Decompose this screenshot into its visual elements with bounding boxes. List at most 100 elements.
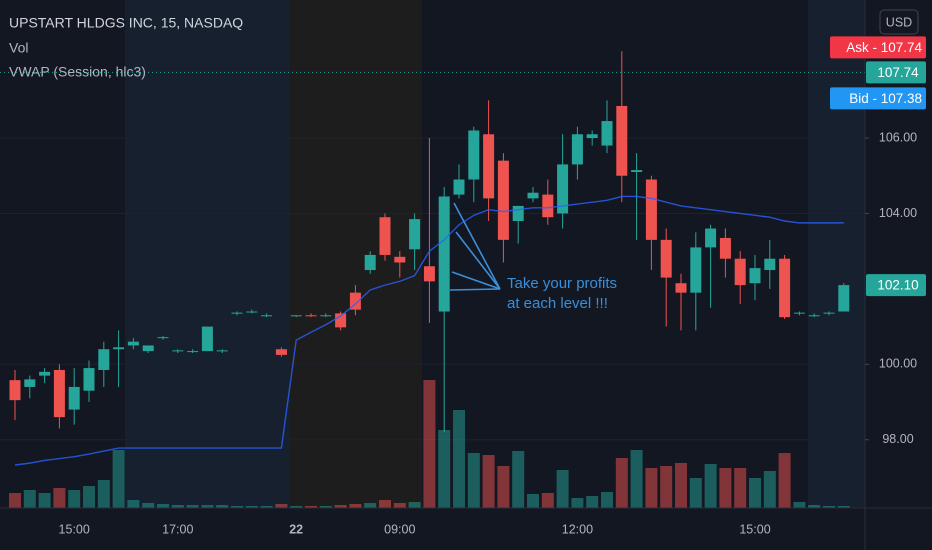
volume-bar <box>689 478 702 508</box>
candle-body <box>113 347 125 350</box>
candle-body <box>542 194 554 218</box>
post-market-zone <box>125 0 290 508</box>
candle-body <box>53 369 65 418</box>
candle-body <box>379 217 391 255</box>
candle-body <box>394 256 406 263</box>
volume-bar <box>349 504 362 508</box>
x-tick-label: 15:00 <box>59 522 90 536</box>
volume-bar <box>453 410 465 508</box>
annotation: at each level !!! <box>507 295 608 312</box>
currency-box[interactable] <box>879 9 919 35</box>
candle-body <box>690 247 702 293</box>
volume-bar <box>556 470 569 508</box>
volume-bar <box>186 505 199 508</box>
volume-bar <box>112 450 125 508</box>
candle-body <box>349 292 361 310</box>
volume-bar <box>734 468 747 508</box>
volume-bar <box>512 451 525 508</box>
candle-body <box>468 130 480 180</box>
y-tick-label: 98.00 <box>882 432 913 446</box>
volume-bar <box>9 493 21 508</box>
volume-bar <box>601 492 613 508</box>
volume-bar <box>571 498 584 508</box>
volume-bar <box>541 493 554 508</box>
volume-bar <box>763 471 776 508</box>
candle-body <box>335 313 347 328</box>
volume-bar <box>142 503 155 508</box>
volume-bar <box>423 380 436 508</box>
volume-bar <box>379 500 391 508</box>
volume-pane <box>9 380 850 508</box>
volume-bar <box>527 494 539 508</box>
last-label: 107.74 <box>877 65 919 80</box>
volume-bar <box>171 505 184 508</box>
volume-bar <box>275 504 288 508</box>
volume-bar <box>660 466 673 508</box>
candle-body <box>201 326 213 352</box>
candle-body <box>187 351 199 353</box>
x-tick-label: 12:00 <box>562 522 593 536</box>
volume-bar <box>837 506 850 508</box>
price-box <box>866 274 926 297</box>
candle-body <box>98 349 110 370</box>
currency[interactable]: USD <box>886 15 912 29</box>
candle-body <box>127 341 139 346</box>
candle-body <box>423 266 435 282</box>
candle-body <box>675 283 687 293</box>
volume-bar <box>704 464 717 508</box>
volume-bar <box>290 506 303 508</box>
candle-body <box>645 179 657 240</box>
candle-body <box>305 315 317 317</box>
volume-bar <box>127 500 140 508</box>
candle-body <box>409 219 421 250</box>
candle-body <box>320 315 332 317</box>
volume-bar <box>719 468 732 508</box>
volume-bar <box>823 506 835 508</box>
bid-label: Bid - 107.38 <box>849 91 922 106</box>
candle-body <box>764 258 776 271</box>
vwap-line <box>14 195 844 466</box>
candle-body <box>453 179 465 195</box>
candle-body <box>557 164 569 214</box>
candle-body <box>749 268 761 284</box>
candle-body <box>364 254 376 271</box>
volume-bar <box>497 466 510 508</box>
ask-box <box>830 36 926 59</box>
x-tick-label: 22 <box>289 522 303 536</box>
volume-bar <box>749 478 761 508</box>
candle-body <box>734 258 746 286</box>
candle-body <box>39 371 51 376</box>
volume-bar <box>645 468 658 508</box>
volume-bar <box>467 453 480 508</box>
candle-body <box>157 337 169 339</box>
candle-body <box>24 379 36 387</box>
volume-bar <box>808 505 821 508</box>
volume-bar <box>245 506 258 508</box>
candle-body <box>823 312 835 314</box>
grid <box>0 137 865 441</box>
candle-body <box>142 345 154 352</box>
candle-body <box>68 386 80 410</box>
candle-body <box>438 196 450 312</box>
price-axis: 98.00 100.00 104.00 106.00 15:00 17:00 22 09:00… <box>59 36 926 536</box>
x-tick-label: 15:00 <box>739 522 770 536</box>
candle-body <box>216 350 228 352</box>
candle-body <box>601 121 613 146</box>
volume-bar <box>586 496 599 508</box>
volume-bar <box>157 504 169 508</box>
volume-bar <box>260 506 273 508</box>
candle-body <box>497 160 509 240</box>
volume-bar <box>408 502 421 508</box>
candle-body <box>705 228 717 248</box>
volume-bar <box>38 493 51 508</box>
volume-bar <box>615 458 628 508</box>
volume-bar <box>778 453 791 508</box>
candle-body <box>838 285 850 312</box>
post-market-zone <box>808 0 865 508</box>
candle-body <box>275 349 287 355</box>
candle-body <box>9 380 21 401</box>
x-tick-label: 09:00 <box>384 522 415 536</box>
candle-body <box>779 258 791 318</box>
price-pane <box>0 51 865 466</box>
volume-bar <box>793 502 806 508</box>
